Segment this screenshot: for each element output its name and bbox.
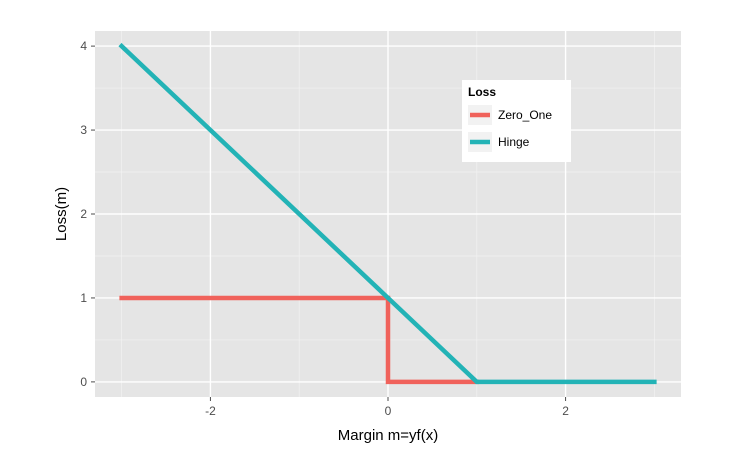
x-tick-label: -2 bbox=[205, 404, 216, 418]
y-axis: 0 1 2 3 4 bbox=[80, 39, 95, 389]
legend: Loss Zero_One Hinge bbox=[462, 80, 571, 162]
y-tick-label: 3 bbox=[80, 123, 87, 137]
y-tick-label: 1 bbox=[80, 291, 87, 305]
x-axis: -2 0 2 bbox=[205, 397, 569, 418]
series-line-hinge bbox=[118, 42, 657, 385]
series-line-zero-one bbox=[119, 295, 480, 385]
legend-label: Hinge bbox=[498, 135, 530, 149]
x-tick-label: 2 bbox=[562, 404, 569, 418]
legend-label: Zero_One bbox=[498, 108, 552, 122]
series-layer bbox=[118, 42, 657, 385]
y-axis-title: Loss(m) bbox=[53, 187, 70, 241]
legend-title: Loss bbox=[468, 85, 496, 99]
y-tick-label: 0 bbox=[80, 375, 87, 389]
y-tick-label: 2 bbox=[80, 207, 87, 221]
legend-items: Zero_One Hinge bbox=[468, 105, 552, 152]
x-axis-title: Margin m=yf(x) bbox=[338, 427, 438, 444]
x-tick-label: 0 bbox=[385, 404, 392, 418]
y-tick-label: 4 bbox=[80, 39, 87, 53]
